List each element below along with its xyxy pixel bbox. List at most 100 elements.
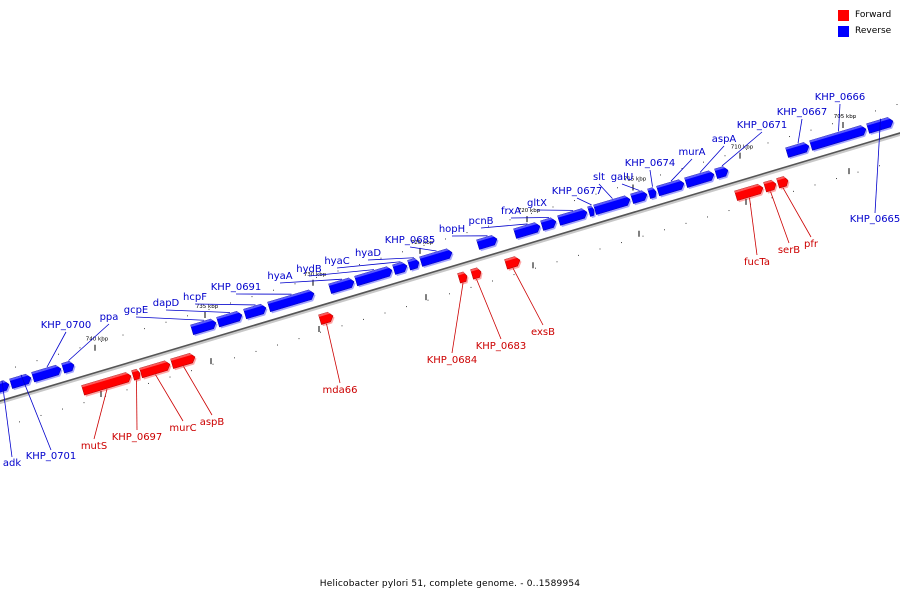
- minor-tick: [513, 274, 515, 276]
- gene-aspa[interactable]: [684, 169, 717, 190]
- gene-khp-0671[interactable]: [714, 165, 731, 181]
- gene-khp-0685[interactable]: [419, 247, 455, 269]
- gene-highlight: [776, 175, 788, 181]
- gene-hyac[interactable]: [392, 261, 410, 277]
- gene-arrow: [540, 217, 557, 231]
- gene-label-hydb: hydB: [296, 264, 322, 275]
- minor-tick: [746, 148, 747, 150]
- gene-label-khp-0701: KHP_0701: [26, 451, 77, 462]
- minor-tick: [187, 315, 188, 317]
- gene-khp-0667[interactable]: [785, 141, 812, 160]
- minor-tick: [144, 328, 145, 330]
- minor-tick: [427, 299, 429, 301]
- minor-tick: [273, 289, 274, 291]
- gene-khp-0701[interactable]: [9, 372, 34, 391]
- gene-label-hyac: hyaC: [324, 256, 349, 267]
- minor-tick: [767, 142, 769, 144]
- gene-pcnb[interactable]: [513, 221, 543, 241]
- minor-tick: [896, 104, 898, 106]
- gene-arrow: [243, 303, 267, 320]
- tick-label: 735 kbp: [196, 304, 219, 310]
- gene-exsb[interactable]: [504, 255, 523, 271]
- gene-mura[interactable]: [656, 178, 687, 198]
- gene-label-gltx: gltX: [527, 198, 547, 209]
- gene-khp-0666[interactable]: [809, 124, 869, 152]
- gene-highlight: [31, 364, 61, 375]
- gene-mda66[interactable]: [318, 311, 336, 327]
- gene-aspb[interactable]: [170, 352, 198, 371]
- gene-gltx[interactable]: [557, 207, 590, 227]
- gene-highlight: [81, 371, 131, 388]
- legend-item-forward: Forward: [838, 8, 891, 22]
- minor-tick: [599, 248, 601, 250]
- minor-tick: [621, 242, 622, 244]
- gene-khp-0674[interactable]: [647, 186, 659, 201]
- minor-tick: [617, 187, 618, 189]
- gene-ppa[interactable]: [61, 360, 77, 375]
- gene-khp-0684[interactable]: [457, 271, 470, 285]
- minor-tick: [445, 238, 446, 240]
- gene-hoph[interactable]: [476, 234, 500, 252]
- leader-line: [409, 246, 437, 252]
- gene-dapd[interactable]: [216, 310, 245, 329]
- gene-label-ppa: ppa: [100, 312, 119, 323]
- gene-khp-0677[interactable]: [587, 205, 597, 219]
- gene-serb[interactable]: [763, 179, 779, 194]
- minor-tick: [19, 421, 20, 423]
- gene-arrow: [513, 222, 541, 239]
- gene-khp-0683[interactable]: [470, 266, 484, 281]
- leader-line: [649, 169, 653, 187]
- minor-tick: [148, 382, 149, 384]
- gene-slt[interactable]: [593, 194, 633, 217]
- gene-khp-0700[interactable]: [31, 364, 64, 384]
- gene-murc[interactable]: [139, 359, 173, 380]
- legend-item-reverse: Reverse: [838, 24, 891, 38]
- minor-tick: [423, 244, 425, 246]
- gene-frxa[interactable]: [540, 216, 559, 233]
- leader-line: [670, 158, 693, 182]
- gene-label-khp-0691: KHP_0691: [211, 282, 262, 293]
- gene-label-khp-0700: KHP_0700: [41, 320, 92, 331]
- leader-line: [165, 309, 231, 313]
- gene-arrow: [419, 248, 453, 267]
- gene-khp-0697[interactable]: [131, 368, 143, 382]
- gene-fucta[interactable]: [734, 182, 766, 203]
- minor-tick: [707, 216, 708, 218]
- gene-arrow: [630, 190, 648, 204]
- gene-highlight: [0, 379, 9, 386]
- gene-khp-0665[interactable]: [866, 116, 896, 135]
- leader-line: [68, 323, 110, 361]
- tick-label: 730 kbp: [304, 272, 327, 278]
- gene-galu[interactable]: [630, 189, 650, 206]
- minor-tick: [642, 235, 644, 237]
- gene-hcpf[interactable]: [243, 303, 269, 321]
- gene-label-khp-0697: KHP_0697: [112, 432, 163, 443]
- gene-gcpe[interactable]: [190, 317, 219, 337]
- leader-line: [797, 118, 803, 144]
- gene-label-aspa: aspA: [712, 134, 737, 145]
- minor-tick: [832, 123, 833, 125]
- minor-tick: [251, 296, 253, 298]
- gene-label-khp-0683: KHP_0683: [476, 341, 527, 352]
- gene-arrow: [476, 235, 498, 250]
- gene-khp-0691[interactable]: [267, 288, 317, 314]
- gene-label-hcpf: hcpF: [183, 292, 207, 303]
- minor-tick: [810, 129, 812, 131]
- minor-tick: [79, 347, 81, 349]
- gene-hyaa[interactable]: [328, 276, 357, 296]
- minor-tick: [681, 168, 683, 170]
- minor-tick: [191, 370, 192, 372]
- gene-pfr[interactable]: [776, 175, 791, 190]
- gene-highlight: [131, 368, 140, 373]
- gene-hydb[interactable]: [354, 265, 395, 288]
- gene-label-pfr: pfr: [804, 239, 819, 250]
- gene-arrow: [684, 170, 715, 188]
- minor-tick: [294, 283, 296, 285]
- leader-line: [476, 278, 502, 340]
- gene-arrow: [81, 372, 132, 396]
- gene-hyad[interactable]: [407, 257, 422, 272]
- gene-muts[interactable]: [81, 371, 134, 397]
- gene-label-mura: murA: [678, 147, 705, 158]
- gene-arrow: [216, 311, 243, 328]
